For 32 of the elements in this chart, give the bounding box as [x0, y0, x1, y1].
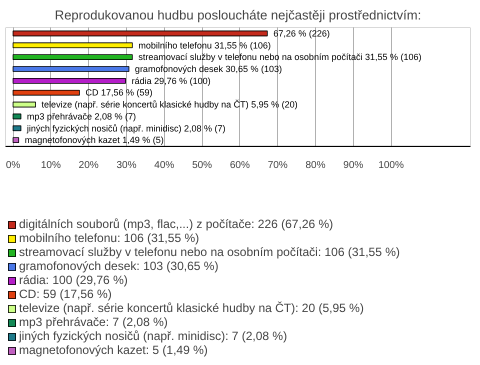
legend-label: mp3 přehrávače: 7 (2,08 %) — [19, 315, 168, 329]
x-tick-label: 80% — [305, 160, 326, 172]
data-label: televize (např. série koncertů klasické hudby na ČT) 5,95 % (20) — [42, 100, 298, 110]
x-tick-label: 0% — [6, 160, 20, 172]
data-label: jiných fyzických nosičů (např. minidisc) 2,08 % (7) — [26, 123, 226, 134]
legend-label: rádia: 100 (29,76 %) — [19, 273, 128, 287]
x-tick-label: 30% — [116, 160, 137, 172]
x-tick-label: 40% — [154, 160, 174, 172]
legend-label: jiných fyzických nosičů (např. minidisc): 7 (2,08 %) — [19, 329, 288, 343]
legend-label: digitálních souborů (mp3, flac,...) z počítače: 226 (67,26 %) — [19, 217, 334, 231]
data-label: CD 17,56 % (59) — [85, 88, 152, 98]
x-tick-label: 70% — [268, 160, 288, 172]
legend-label: magnetofonových kazet: 5 (1,49 %) — [19, 343, 208, 357]
x-tick-label: 100% — [378, 160, 404, 172]
legend-label: televize (např. série koncertů klasické hudby na ČT): 20 (5,95 %) — [19, 301, 364, 315]
data-label: gramofonových desek 30,65 % (103) — [134, 64, 282, 74]
data-label: magnetofonových kazet 1,49 % (5) — [24, 135, 164, 146]
legend-label: streamovací služby v telefonu nebo na osobním počítači: 106 (31,55 %) — [19, 245, 400, 259]
legend-label: gramofonových desek: 103 (30,65 %) — [19, 259, 218, 273]
x-tick-label: 90% — [343, 160, 364, 172]
data-label: streamovací služby v telefonu nebo na osobním počítači 31,55 % (106) — [138, 52, 422, 62]
x-tick-label: 60% — [230, 160, 250, 172]
data-label: 67,26 % (226) — [273, 28, 330, 38]
data-label: rádia 29,76 % (100) — [132, 76, 211, 86]
chart-title: Reprodukovanou hudbu posloucháte nejčastěji prostřednictvím: — [54, 8, 422, 22]
data-label: mp3 přehrávače 2,08 % (7) — [26, 111, 136, 122]
x-tick-label: 20% — [78, 160, 99, 172]
legend-label: mobilního telefonu: 106 (31,55 %) — [19, 231, 200, 245]
x-tick-label: 50% — [192, 160, 212, 172]
x-tick-label: 10% — [40, 160, 61, 172]
data-label: mobilního telefonu 31,55 % (106) — [138, 40, 271, 50]
legend-label: CD: 59 (17,56 %) — [19, 287, 112, 301]
